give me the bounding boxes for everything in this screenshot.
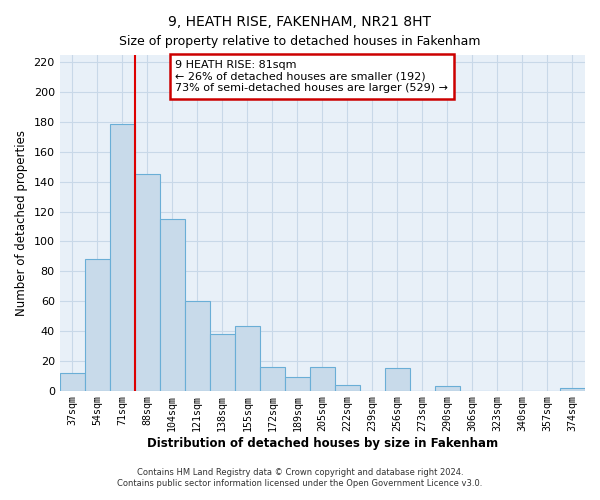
Bar — [435, 386, 460, 390]
Y-axis label: Number of detached properties: Number of detached properties — [15, 130, 28, 316]
Bar — [560, 388, 585, 390]
Bar — [210, 334, 235, 390]
Bar — [385, 368, 410, 390]
Bar — [135, 174, 160, 390]
Bar — [160, 219, 185, 390]
X-axis label: Distribution of detached houses by size in Fakenham: Distribution of detached houses by size … — [147, 437, 498, 450]
Text: 9, HEATH RISE, FAKENHAM, NR21 8HT: 9, HEATH RISE, FAKENHAM, NR21 8HT — [169, 15, 431, 29]
Bar — [185, 301, 210, 390]
Bar — [85, 260, 110, 390]
Text: Contains HM Land Registry data © Crown copyright and database right 2024.
Contai: Contains HM Land Registry data © Crown c… — [118, 468, 482, 487]
Text: Size of property relative to detached houses in Fakenham: Size of property relative to detached ho… — [119, 35, 481, 48]
Bar — [285, 377, 310, 390]
Text: 9 HEATH RISE: 81sqm
← 26% of detached houses are smaller (192)
73% of semi-detac: 9 HEATH RISE: 81sqm ← 26% of detached ho… — [175, 60, 448, 93]
Bar — [310, 366, 335, 390]
Bar — [110, 124, 135, 390]
Bar — [260, 366, 285, 390]
Bar — [235, 326, 260, 390]
Bar — [335, 384, 360, 390]
Bar — [59, 372, 85, 390]
